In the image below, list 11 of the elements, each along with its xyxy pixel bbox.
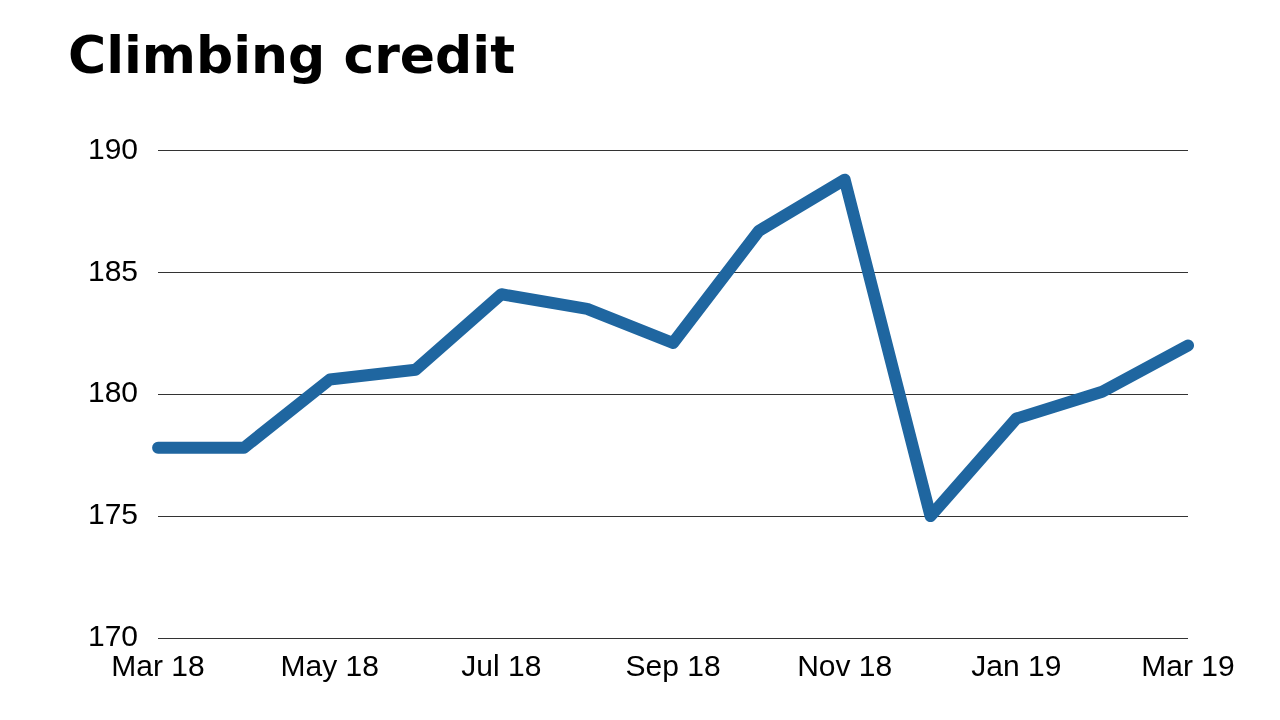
- x-tick-label: Jan 19: [971, 649, 1062, 683]
- y-tick-label: 190: [87, 131, 139, 165]
- x-tick-label: May 18: [280, 649, 379, 683]
- x-tick-label: Mar 19: [1141, 649, 1235, 683]
- x-tick-label: Nov 18: [797, 649, 893, 683]
- x-tick-label: Jul 18: [461, 649, 542, 683]
- x-tick-label: Sep 18: [625, 649, 721, 683]
- y-tick-label: 180: [87, 375, 139, 409]
- chart-title: Climbing credit: [68, 24, 516, 85]
- y-tick-label: 185: [87, 253, 139, 287]
- y-tick-label: 175: [87, 497, 139, 531]
